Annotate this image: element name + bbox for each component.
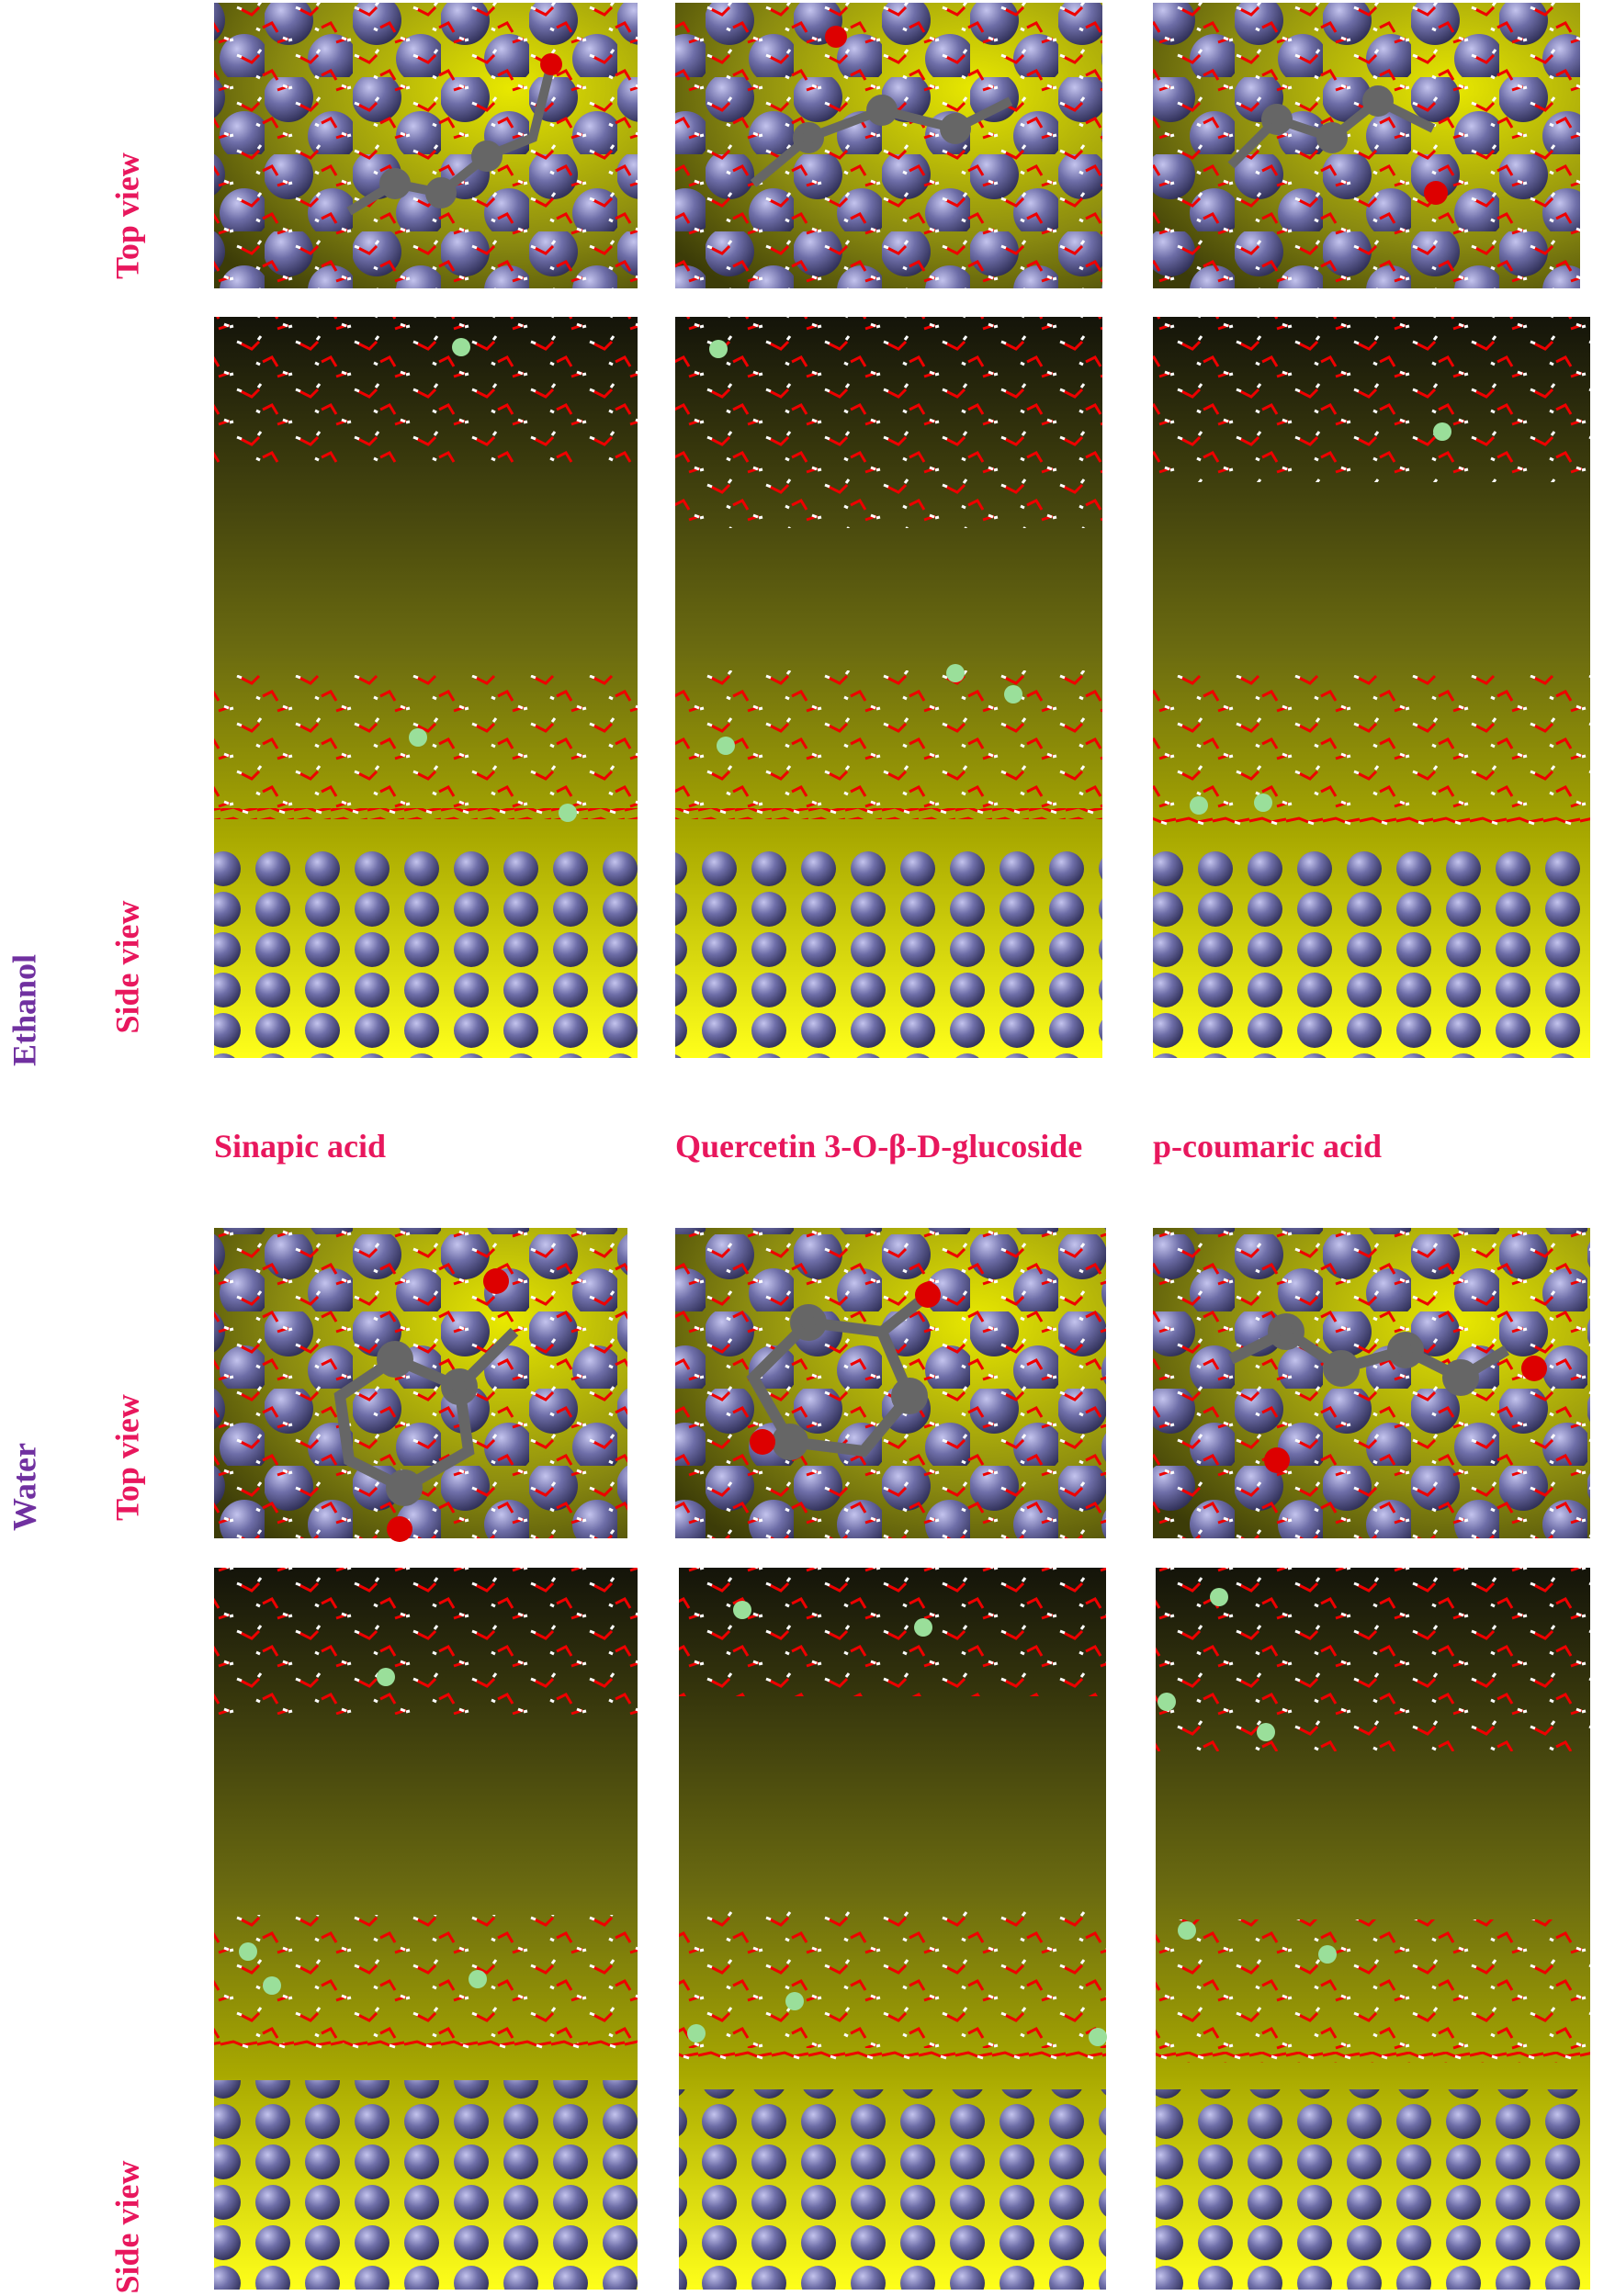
ethanol-top-panels [214,3,1580,288]
column-label: Quercetin 3-O-β-D-glucoside [675,1128,1083,1165]
solvent-layer [1153,675,1590,813]
solvent-layer [214,1915,638,2043]
row-label: Ethanol [6,954,42,1066]
adsorbed-layer [214,2039,638,2050]
ions [239,1588,1337,2046]
lattice [1153,850,1590,1058]
lattice [214,850,638,1058]
view-label: Top view [108,152,145,279]
panel-solvent [675,1228,1106,1538]
ethanol-side-panels [214,317,1590,1058]
adsorbed-layer [214,808,638,819]
solvent-layer [214,317,638,464]
molecule [346,26,1448,216]
solvent-layer [675,670,1102,813]
solvent-layer [1153,317,1590,482]
view-label: Side view [108,2160,145,2293]
adsorbed-layer [675,808,1102,819]
lattice [214,2080,638,2290]
solvent-layer [1156,1919,1590,2053]
water-top-panels [214,1228,1590,1542]
panel-solvent [1153,1228,1590,1538]
row-label: Water [6,1443,42,1531]
adsorbed-layer [1153,815,1590,826]
adsorbed-layer [679,2049,1106,2060]
ions [409,338,1451,822]
view-label: Side view [108,900,145,1033]
view-label: Top view [108,1394,145,1521]
panel-solvent [1153,3,1580,288]
panel-solvent [214,3,638,288]
panel-solvent [675,3,1102,288]
molecule [333,1268,1547,1542]
solvent-layer [679,1568,1106,1696]
solvent-layer [679,1910,1106,2048]
lattice [675,850,1102,1058]
solvent-layer [214,675,638,813]
column-label: Sinapic acid [214,1128,387,1165]
solvent-layer [214,1568,638,1715]
adsorbed-layer [1156,2052,1590,2063]
lattice [1156,2089,1590,2290]
solvent-layer [675,317,1102,528]
water-side-panels [214,1568,1590,2290]
lattice [679,2089,1106,2290]
column-label: p-coumaric acid [1153,1128,1382,1165]
